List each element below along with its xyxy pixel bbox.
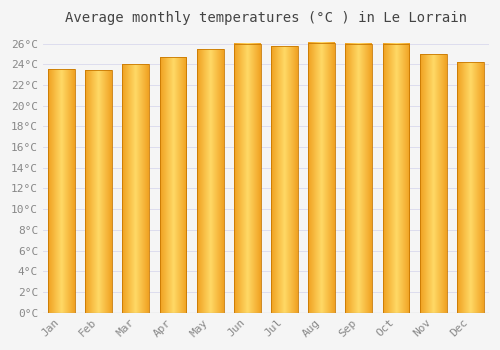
- Bar: [122, 64, 149, 313]
- Bar: [234, 43, 260, 313]
- Bar: [160, 57, 186, 313]
- Bar: [197, 49, 224, 313]
- Bar: [86, 70, 112, 313]
- Bar: [382, 43, 409, 313]
- Bar: [420, 54, 446, 313]
- Title: Average monthly temperatures (°C ) in Le Lorrain: Average monthly temperatures (°C ) in Le…: [65, 11, 467, 25]
- Bar: [271, 46, 298, 313]
- Bar: [48, 69, 75, 313]
- Bar: [308, 43, 335, 313]
- Bar: [346, 43, 372, 313]
- Bar: [457, 62, 483, 313]
